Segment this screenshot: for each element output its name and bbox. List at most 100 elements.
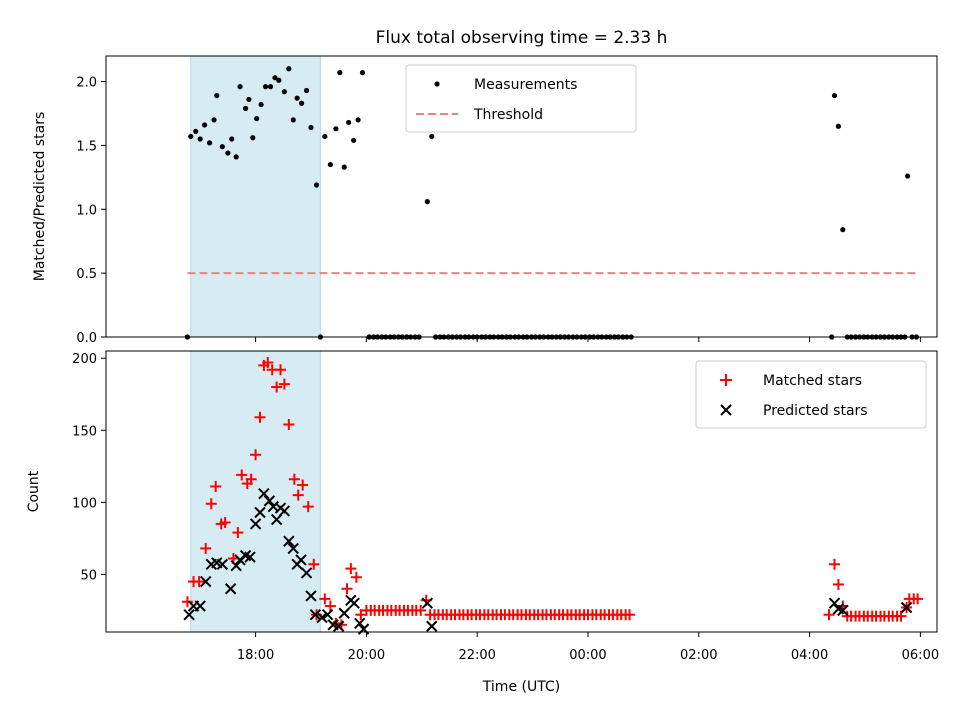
measurement-point: [276, 77, 282, 83]
matched-star-point: [200, 542, 212, 554]
matched-star-point: [624, 609, 636, 621]
matched-star-point: [308, 558, 320, 570]
predicted-star-point: [357, 623, 370, 635]
top-axes-frame: [105, 55, 938, 338]
predicted-star-point: [183, 609, 195, 621]
y-tick-label: 0.0: [76, 331, 97, 346]
matched-star-point: [895, 610, 907, 622]
predicted-star-point: [224, 583, 237, 595]
measurement-point: [214, 92, 220, 99]
predicted-star-point: [426, 620, 438, 632]
y-tick-label: 0.5: [76, 267, 97, 282]
predicted-star-point: [421, 597, 434, 609]
measurement-point: [359, 70, 366, 76]
y-tick-label: 50: [80, 568, 97, 583]
matched-star-point: [823, 609, 835, 621]
measurement-point: [225, 150, 231, 156]
measurement-point: [246, 96, 252, 103]
matched-star-point: [345, 563, 357, 575]
measurement-point: [313, 182, 320, 188]
measurement-point: [355, 117, 361, 123]
matched-star-point: [297, 479, 309, 491]
measurement-point: [346, 119, 352, 126]
legend-threshold-label: Threshold: [473, 107, 543, 123]
measurement-point: [351, 137, 357, 143]
predicted-star-point: [216, 558, 229, 570]
measurement-point: [327, 161, 333, 168]
y-tick-label: 1.5: [76, 139, 97, 154]
measurement-point: [188, 133, 194, 140]
predicted-star-point: [254, 506, 266, 519]
measurement-point: [298, 100, 305, 106]
measurement-point: [308, 124, 314, 131]
matched-star-point: [324, 600, 336, 612]
matched-star-point: [283, 418, 295, 430]
predicted-star-point: [258, 487, 270, 500]
measurement-point: [272, 75, 278, 81]
legend-measurements-label: Measurements: [474, 77, 577, 93]
predicted-star-point: [244, 551, 256, 563]
predicted-star-point: [300, 567, 313, 579]
measurement-point: [233, 154, 239, 160]
legend-matched-marker: [720, 374, 732, 386]
x-tick-label: 04:00: [791, 648, 828, 663]
matched-star-point: [210, 480, 222, 492]
matched-star-point: [350, 571, 362, 583]
measurement-point: [333, 126, 339, 132]
bottom-legend: Matched stars Predicted stars: [695, 360, 927, 429]
y-tick-label: 2.0: [76, 76, 97, 91]
measurement-point: [424, 199, 430, 205]
top-legend-box: [405, 64, 637, 133]
matched-star-point: [181, 596, 193, 608]
measurement-point: [219, 144, 225, 150]
legend-matched-label: Matched stars: [763, 373, 862, 389]
measurement-point: [211, 117, 217, 123]
y-tick-label: 1.0: [76, 203, 97, 218]
matched-star-point: [193, 576, 205, 588]
matched-star-point: [275, 364, 287, 376]
measurement-point: [250, 135, 256, 141]
y-tick-label: 150: [72, 424, 97, 439]
top-panel: 0.0 0.5 1.0 1.5 2.0 Flux total observing tim…: [32, 28, 938, 346]
matched-star-point: [302, 501, 314, 513]
x-axis-label: Time (UTC): [482, 679, 560, 695]
measurement-point: [281, 89, 287, 95]
predicted-star-point: [283, 535, 295, 547]
predicted-star-point: [287, 542, 299, 555]
y-tick-label: 100: [72, 496, 97, 511]
measurement-point: [254, 115, 260, 122]
predicted-star-point: [194, 600, 206, 612]
predicted-star-point: [316, 611, 328, 624]
predicted-star-point: [900, 601, 913, 614]
bottom-legend-box: [695, 360, 927, 429]
predicted-star-point: [338, 607, 350, 619]
matched-star-point: [319, 593, 331, 605]
bottom-axes-frame: [105, 350, 938, 633]
matched-star-point: [205, 498, 217, 510]
measurement-point: [831, 92, 838, 99]
predicted-star-point: [230, 560, 242, 572]
measurement-point: [905, 173, 911, 179]
bottom-shaded-span: [190, 350, 321, 633]
matched-star-point: [912, 593, 924, 605]
predicted-star-point: [309, 609, 322, 621]
predicted-star-point: [278, 505, 291, 517]
matched-star-point: [271, 381, 283, 393]
bottom-panel: 50 100 150 200 18:00 20:00 22:00 00:00 02:00 04:…: [26, 350, 939, 695]
predicted-stars-points: [183, 487, 913, 635]
top-y-ticks: 0.0 0.5 1.0 1.5 2.0: [76, 76, 106, 346]
predicted-star-point: [295, 554, 307, 566]
measurement-point: [193, 128, 199, 134]
legend-measurements-marker: [434, 81, 440, 87]
matched-star-point: [415, 604, 427, 616]
measurement-point: [258, 101, 264, 108]
predicted-star-point: [348, 597, 360, 609]
predicted-star-point: [305, 590, 317, 602]
measurement-point: [286, 66, 292, 72]
measurement-point: [290, 117, 296, 123]
bottom-x-ticks: 18:00 20:00 22:00 00:00 02:00 04:00 06:00: [237, 632, 939, 663]
x-tick-label: 02:00: [680, 648, 717, 663]
y-tick-label: 200: [72, 352, 97, 367]
matched-star-point: [254, 411, 266, 423]
measurement-point: [429, 133, 435, 140]
